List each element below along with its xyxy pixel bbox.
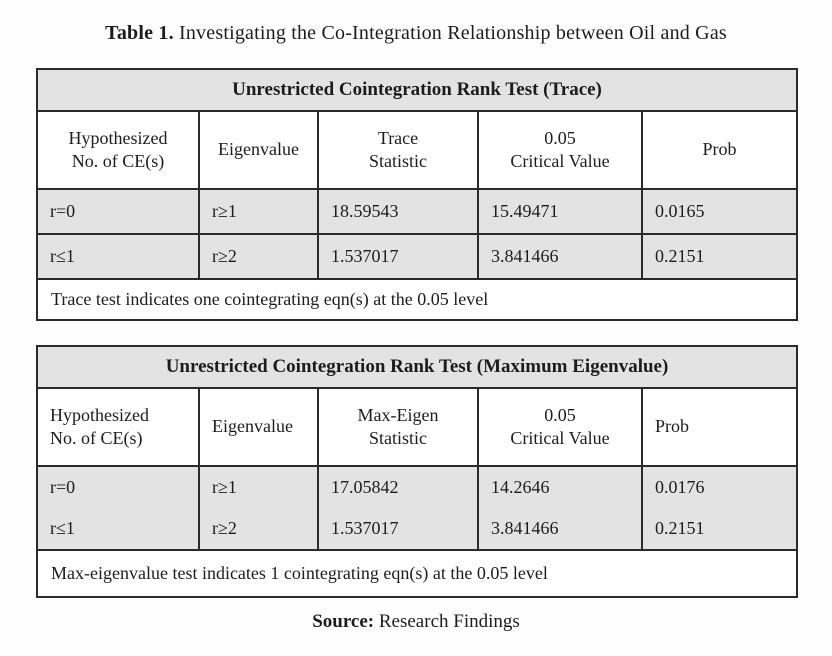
header-eigenvalue: Eigenvalue <box>198 110 319 190</box>
table-title: Unrestricted Cointegration Rank Test (Ma… <box>35 345 799 389</box>
table-header-row: Hypothesized No. of CE(s) Eigenvalue Tra… <box>36 110 799 190</box>
header-max-eigen-statistic: Max-Eigen Statistic <box>317 387 479 467</box>
cell-prob: 0.2151 <box>640 508 799 551</box>
table-note: Trace test indicates one cointegrating e… <box>35 278 799 321</box>
header-trace-statistic: Trace Statistic <box>317 110 479 190</box>
table-note-row: Trace test indicates one cointegrating e… <box>35 278 799 321</box>
header-hypothesized-ces: Hypothesized No. of CE(s) <box>36 110 200 190</box>
cell-hypothesized: r≤1 <box>36 508 200 551</box>
table-row: r≤1 r≥2 1.537017 3.841466 0.2151 <box>36 233 799 280</box>
header-hypothesized-ces: Hypothesized No. of CE(s) <box>36 387 200 467</box>
header-prob: Prob <box>640 387 799 467</box>
cell-critical-value: 3.841466 <box>477 508 643 551</box>
cell-eigenvalue: r≥1 <box>198 465 319 508</box>
table-title: Unrestricted Cointegration Rank Test (Tr… <box>35 68 799 112</box>
cell-critical-value: 15.49471 <box>477 188 643 235</box>
table-header-row: Hypothesized No. of CE(s) Eigenvalue Max… <box>36 387 799 467</box>
table-row: r≤1 r≥2 1.537017 3.841466 0.2151 <box>36 508 799 551</box>
cell-statistic: 18.59543 <box>317 188 479 235</box>
cell-prob: 0.0176 <box>640 465 799 508</box>
table-title-row: Unrestricted Cointegration Rank Test (Tr… <box>35 68 799 112</box>
table-note-row: Max-eigenvalue test indicates 1 cointegr… <box>35 549 799 598</box>
cell-prob: 0.0165 <box>640 188 799 235</box>
header-critical-value: 0.05 Critical Value <box>477 387 643 467</box>
table-caption-text: Investigating the Co-Integration Relatio… <box>179 22 727 44</box>
source-caption: Source: Research Findings <box>0 611 832 633</box>
cell-eigenvalue: r≥2 <box>198 233 319 280</box>
table-note: Max-eigenvalue test indicates 1 cointegr… <box>35 549 799 598</box>
cell-hypothesized: r=0 <box>36 465 200 508</box>
source-text: Research Findings <box>378 611 520 632</box>
table-caption-label: Table 1. <box>105 22 174 44</box>
table-row: r=0 r≥1 17.05842 14.2646 0.0176 <box>36 465 799 508</box>
max-eigenvalue-test-table: Unrestricted Cointegration Rank Test (Ma… <box>35 345 799 598</box>
trace-test-table: Unrestricted Cointegration Rank Test (Tr… <box>35 68 799 321</box>
cell-critical-value: 3.841466 <box>477 233 643 280</box>
header-critical-value: 0.05 Critical Value <box>477 110 643 190</box>
table-title-row: Unrestricted Cointegration Rank Test (Ma… <box>35 345 799 389</box>
cell-statistic: 1.537017 <box>317 233 479 280</box>
cell-eigenvalue: r≥2 <box>198 508 319 551</box>
cell-eigenvalue: r≥1 <box>198 188 319 235</box>
cell-critical-value: 14.2646 <box>477 465 643 508</box>
cell-hypothesized: r=0 <box>36 188 200 235</box>
cell-prob: 0.2151 <box>640 233 799 280</box>
source-label: Source: <box>312 611 375 632</box>
cell-statistic: 17.05842 <box>317 465 479 508</box>
header-prob: Prob <box>640 110 799 190</box>
document-title: Table 1. Investigating the Co-Integratio… <box>0 22 832 45</box>
header-eigenvalue: Eigenvalue <box>198 387 319 467</box>
cell-statistic: 1.537017 <box>317 508 479 551</box>
cell-hypothesized: r≤1 <box>36 233 200 280</box>
table-row: r=0 r≥1 18.59543 15.49471 0.0165 <box>36 188 799 235</box>
